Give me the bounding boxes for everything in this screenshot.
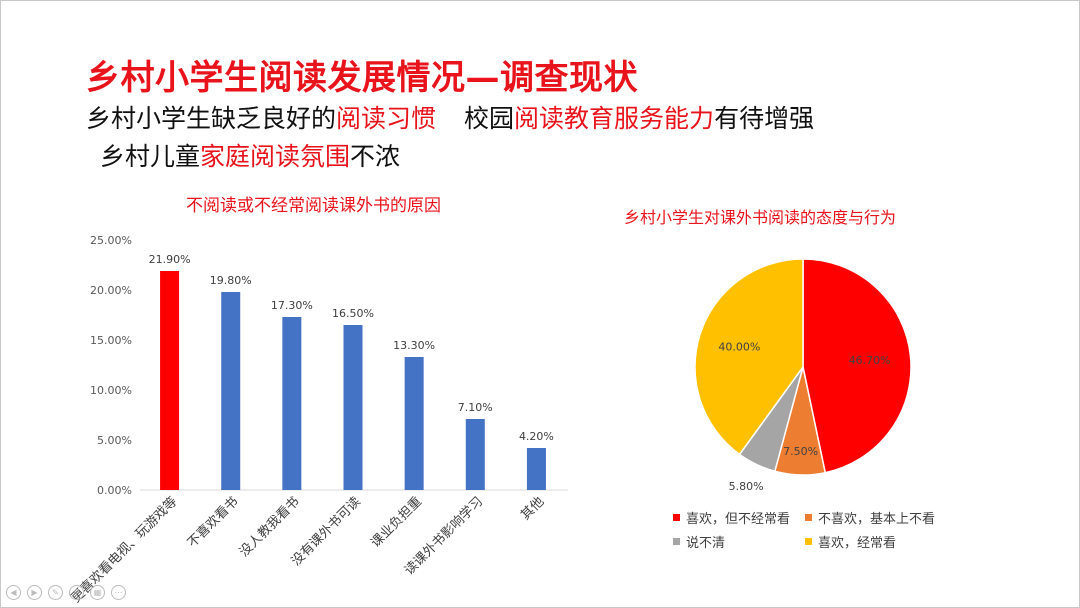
bar-data-label: 4.20% — [519, 430, 554, 443]
legend-item-3: 说不清 — [673, 532, 725, 551]
line2-text-b: 不浓 — [350, 142, 401, 171]
y-tick-label: 5.00% — [97, 434, 132, 447]
slideshow-nav: ◀ ▶ ✎ ⚲ ▦ ⋯ — [6, 585, 126, 600]
slides-icon[interactable]: ▦ — [90, 585, 105, 600]
bar-data-label: 19.80% — [210, 274, 252, 287]
bar-data-label: 21.90% — [149, 253, 191, 266]
line2-highlight-family: 家庭阅读氛围 — [200, 142, 351, 171]
y-tick-label: 20.00% — [90, 284, 132, 297]
line1-text-b: 校园 — [464, 104, 515, 133]
y-tick-label: 15.00% — [90, 334, 132, 347]
prev-slide-icon[interactable]: ◀ — [6, 585, 21, 600]
bar-data-label: 13.30% — [393, 339, 435, 352]
legend-label: 说不清 — [686, 536, 726, 551]
subtitle-line-2: 乡村儿童家庭阅读氛围不浓 — [100, 137, 400, 173]
x-category-label: 课业负担重 — [368, 494, 425, 551]
y-tick-label: 25.00% — [90, 234, 132, 247]
line1-highlight-reading-habit: 阅读习惯 — [336, 104, 437, 133]
pie-slice — [802, 258, 912, 474]
legend-swatch — [673, 514, 680, 521]
bar — [404, 357, 424, 490]
line1-text-a: 乡村小学生缺乏良好的 — [86, 104, 337, 133]
legend-item-2: 不喜欢，基本上不看 — [805, 508, 935, 527]
line2-text-a: 乡村儿童 — [100, 142, 201, 171]
legend-item-1: 喜欢，但不经常看 — [673, 508, 790, 527]
pie-data-label: 7.50% — [783, 445, 818, 458]
legend-item-4: 喜欢，经常看 — [805, 532, 896, 551]
bar-data-label: 16.50% — [332, 307, 374, 320]
legend-swatch — [673, 538, 680, 545]
next-slide-icon[interactable]: ▶ — [27, 585, 42, 600]
bar-data-label: 17.30% — [271, 299, 313, 312]
slide-title: 乡村小学生阅读发展情况—调查现状 — [86, 58, 638, 98]
legend-label: 不喜欢，基本上不看 — [818, 512, 936, 527]
pie-data-label: 46.70% — [849, 354, 891, 367]
legend-swatch — [805, 514, 812, 521]
line1-highlight-service: 阅读教育服务能力 — [514, 104, 715, 133]
y-tick-label: 10.00% — [90, 384, 132, 397]
bar — [282, 317, 302, 490]
bar — [465, 419, 485, 490]
pie-data-label: 5.80% — [729, 480, 764, 493]
bar — [526, 448, 546, 490]
zoom-icon[interactable]: ⚲ — [69, 585, 84, 600]
y-tick-label: 0.00% — [97, 484, 132, 497]
bar — [160, 271, 180, 490]
subtitle-line-1: 乡村小学生缺乏良好的阅读习惯 校园阅读教育服务能力有待增强 — [86, 99, 814, 135]
pen-icon[interactable]: ✎ — [48, 585, 63, 600]
x-category-label: 不喜欢看书 — [184, 494, 241, 551]
pie-chart-title: 乡村小学生对课外书阅读的态度与行为 — [624, 208, 897, 227]
bar-data-label: 7.10% — [458, 401, 493, 414]
legend-label: 喜欢，但不经常看 — [686, 512, 791, 527]
bar — [221, 292, 241, 490]
bar — [343, 325, 363, 490]
legend-label: 喜欢，经常看 — [818, 536, 897, 551]
pie-slice — [694, 258, 804, 456]
x-category-label: 其他 — [518, 494, 547, 523]
x-category-label: 没人教我看书 — [236, 494, 302, 560]
more-icon[interactable]: ⋯ — [111, 585, 126, 600]
bar-chart-title: 不阅读或不经常阅读课外书的原因 — [186, 196, 441, 216]
pie-data-label: 40.00% — [718, 340, 760, 353]
legend-swatch — [805, 538, 812, 545]
line1-text-c: 有待增强 — [714, 104, 815, 133]
